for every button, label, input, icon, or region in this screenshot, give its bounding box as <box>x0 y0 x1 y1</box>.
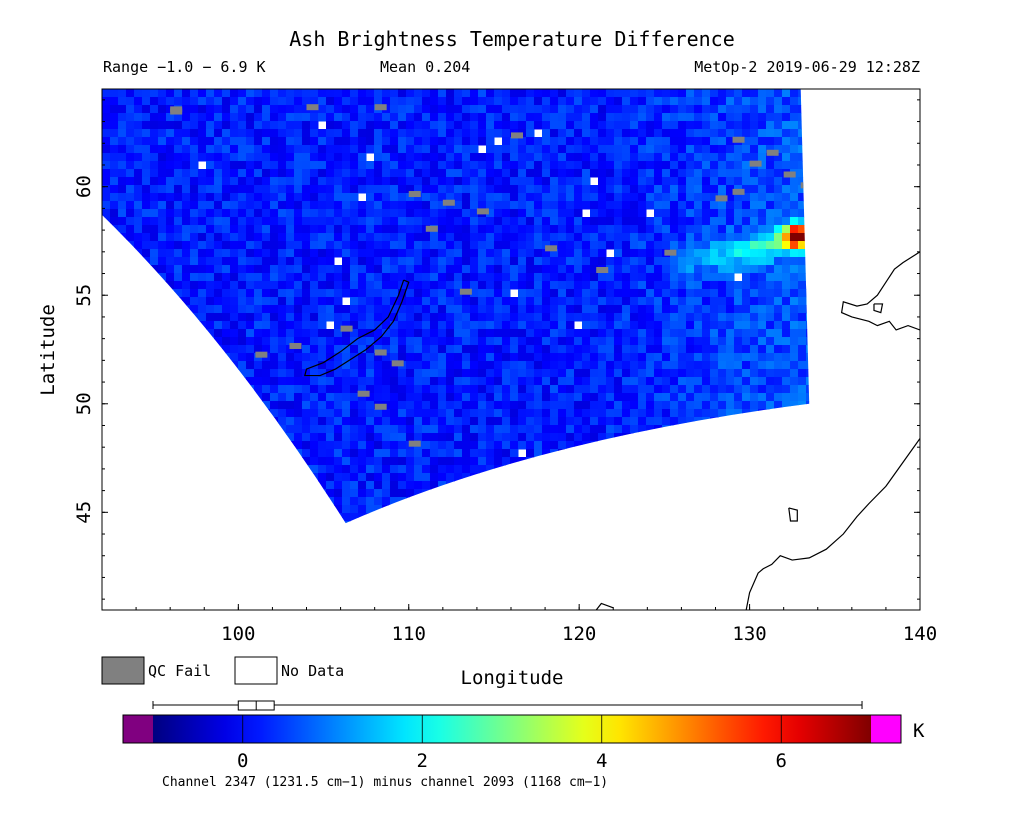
qc-fail-pixel <box>596 267 609 274</box>
colorbar-caption: Channel 2347 (1231.5 cm−1) minus channel… <box>162 775 608 790</box>
x-tick-label: 120 <box>562 623 596 645</box>
island-outline <box>873 303 884 314</box>
qc-fail-pixel <box>732 136 745 143</box>
qc-fail-pixel <box>374 104 387 111</box>
qc-fail-pixel <box>511 132 523 139</box>
qc-fail-pixel <box>766 149 779 156</box>
qc-fail-pixel <box>459 288 472 295</box>
chart-title: Ash Brightness Temperature Difference <box>289 27 735 51</box>
y-tick-label: 60 <box>73 175 95 198</box>
y-axis: 45 50 55 60 <box>73 99 920 600</box>
qc-fail-pixel <box>442 199 455 206</box>
qc-fail-pixel <box>289 342 302 349</box>
colorbar-unit: K <box>913 720 925 742</box>
qc-fail-pixel <box>357 390 370 397</box>
qc-fail-swatch <box>101 656 145 685</box>
y-tick-label: 45 <box>73 501 95 524</box>
qc-fail-pixel <box>732 188 745 195</box>
no-data-swatch <box>234 656 278 685</box>
qc-fail-pixel <box>800 182 810 189</box>
qc-fail-pixel <box>255 351 268 358</box>
colorbar-gradient <box>153 715 871 743</box>
no-data-label: No Data <box>281 662 344 680</box>
colorbar-tick-label: 6 <box>776 750 787 772</box>
qc-fail-pixel <box>545 245 558 252</box>
y-tick-label: 55 <box>73 284 95 307</box>
x-axis-label: Longitude <box>461 667 564 689</box>
lake-baikal-outline <box>304 279 410 377</box>
source-time-label: MetOp-2 2019-06-29 12:28Z <box>694 58 920 76</box>
x-tick-label: 130 <box>732 623 766 645</box>
lake-khanka-outline <box>788 507 798 522</box>
value-boxplot <box>152 700 863 711</box>
y-tick-label: 50 <box>73 392 95 415</box>
colorbar-over <box>871 715 901 743</box>
swath-heatmap <box>102 89 810 524</box>
colorbar-tick-label: 2 <box>417 750 428 772</box>
qc-fail-pixel <box>425 225 438 232</box>
qc-fail-pixel <box>340 325 353 332</box>
qc-fail-pixel <box>391 360 404 367</box>
qc-fail-pixel <box>664 249 677 256</box>
colorbar-tick-label: 4 <box>596 750 607 772</box>
colorbar-tick-label: 0 <box>237 750 248 772</box>
qc-fail-pixel <box>306 104 319 111</box>
x-tick-label: 100 <box>221 623 255 645</box>
plot-area <box>102 89 920 610</box>
y-axis-label: Latitude <box>37 304 59 396</box>
qc-fail-pixel <box>374 349 387 356</box>
colorbar-ticks: 0 2 4 6 <box>237 715 787 772</box>
qc-fail-pixel <box>408 440 421 447</box>
mean-label: Mean 0.204 <box>380 58 470 76</box>
x-tick-label: 110 <box>392 623 426 645</box>
x-tick-label: 140 <box>903 623 937 645</box>
qc-fail-pixel <box>749 160 762 167</box>
qc-fail-pixel <box>238 390 251 397</box>
colorbar-frame <box>122 714 902 744</box>
qc-fail-pixel <box>374 403 387 410</box>
sea-of-japan-coast <box>745 438 920 610</box>
qc-fail-pixel <box>408 191 421 198</box>
qc-fail-pixel <box>170 106 183 113</box>
colorbar-under <box>123 715 153 743</box>
qc-fail-pixel <box>783 171 796 178</box>
okhotsk-coast <box>840 251 920 331</box>
qc-fail-label: QC Fail <box>148 662 211 680</box>
qc-fail-pixel <box>476 208 489 215</box>
qc-fail-pixel <box>715 195 728 202</box>
range-label: Range −1.0 − 6.9 K <box>103 58 266 76</box>
coastlines <box>304 251 920 610</box>
x-axis: 100 110 120 130 140 <box>101 604 937 645</box>
bohai-coast <box>595 602 614 610</box>
